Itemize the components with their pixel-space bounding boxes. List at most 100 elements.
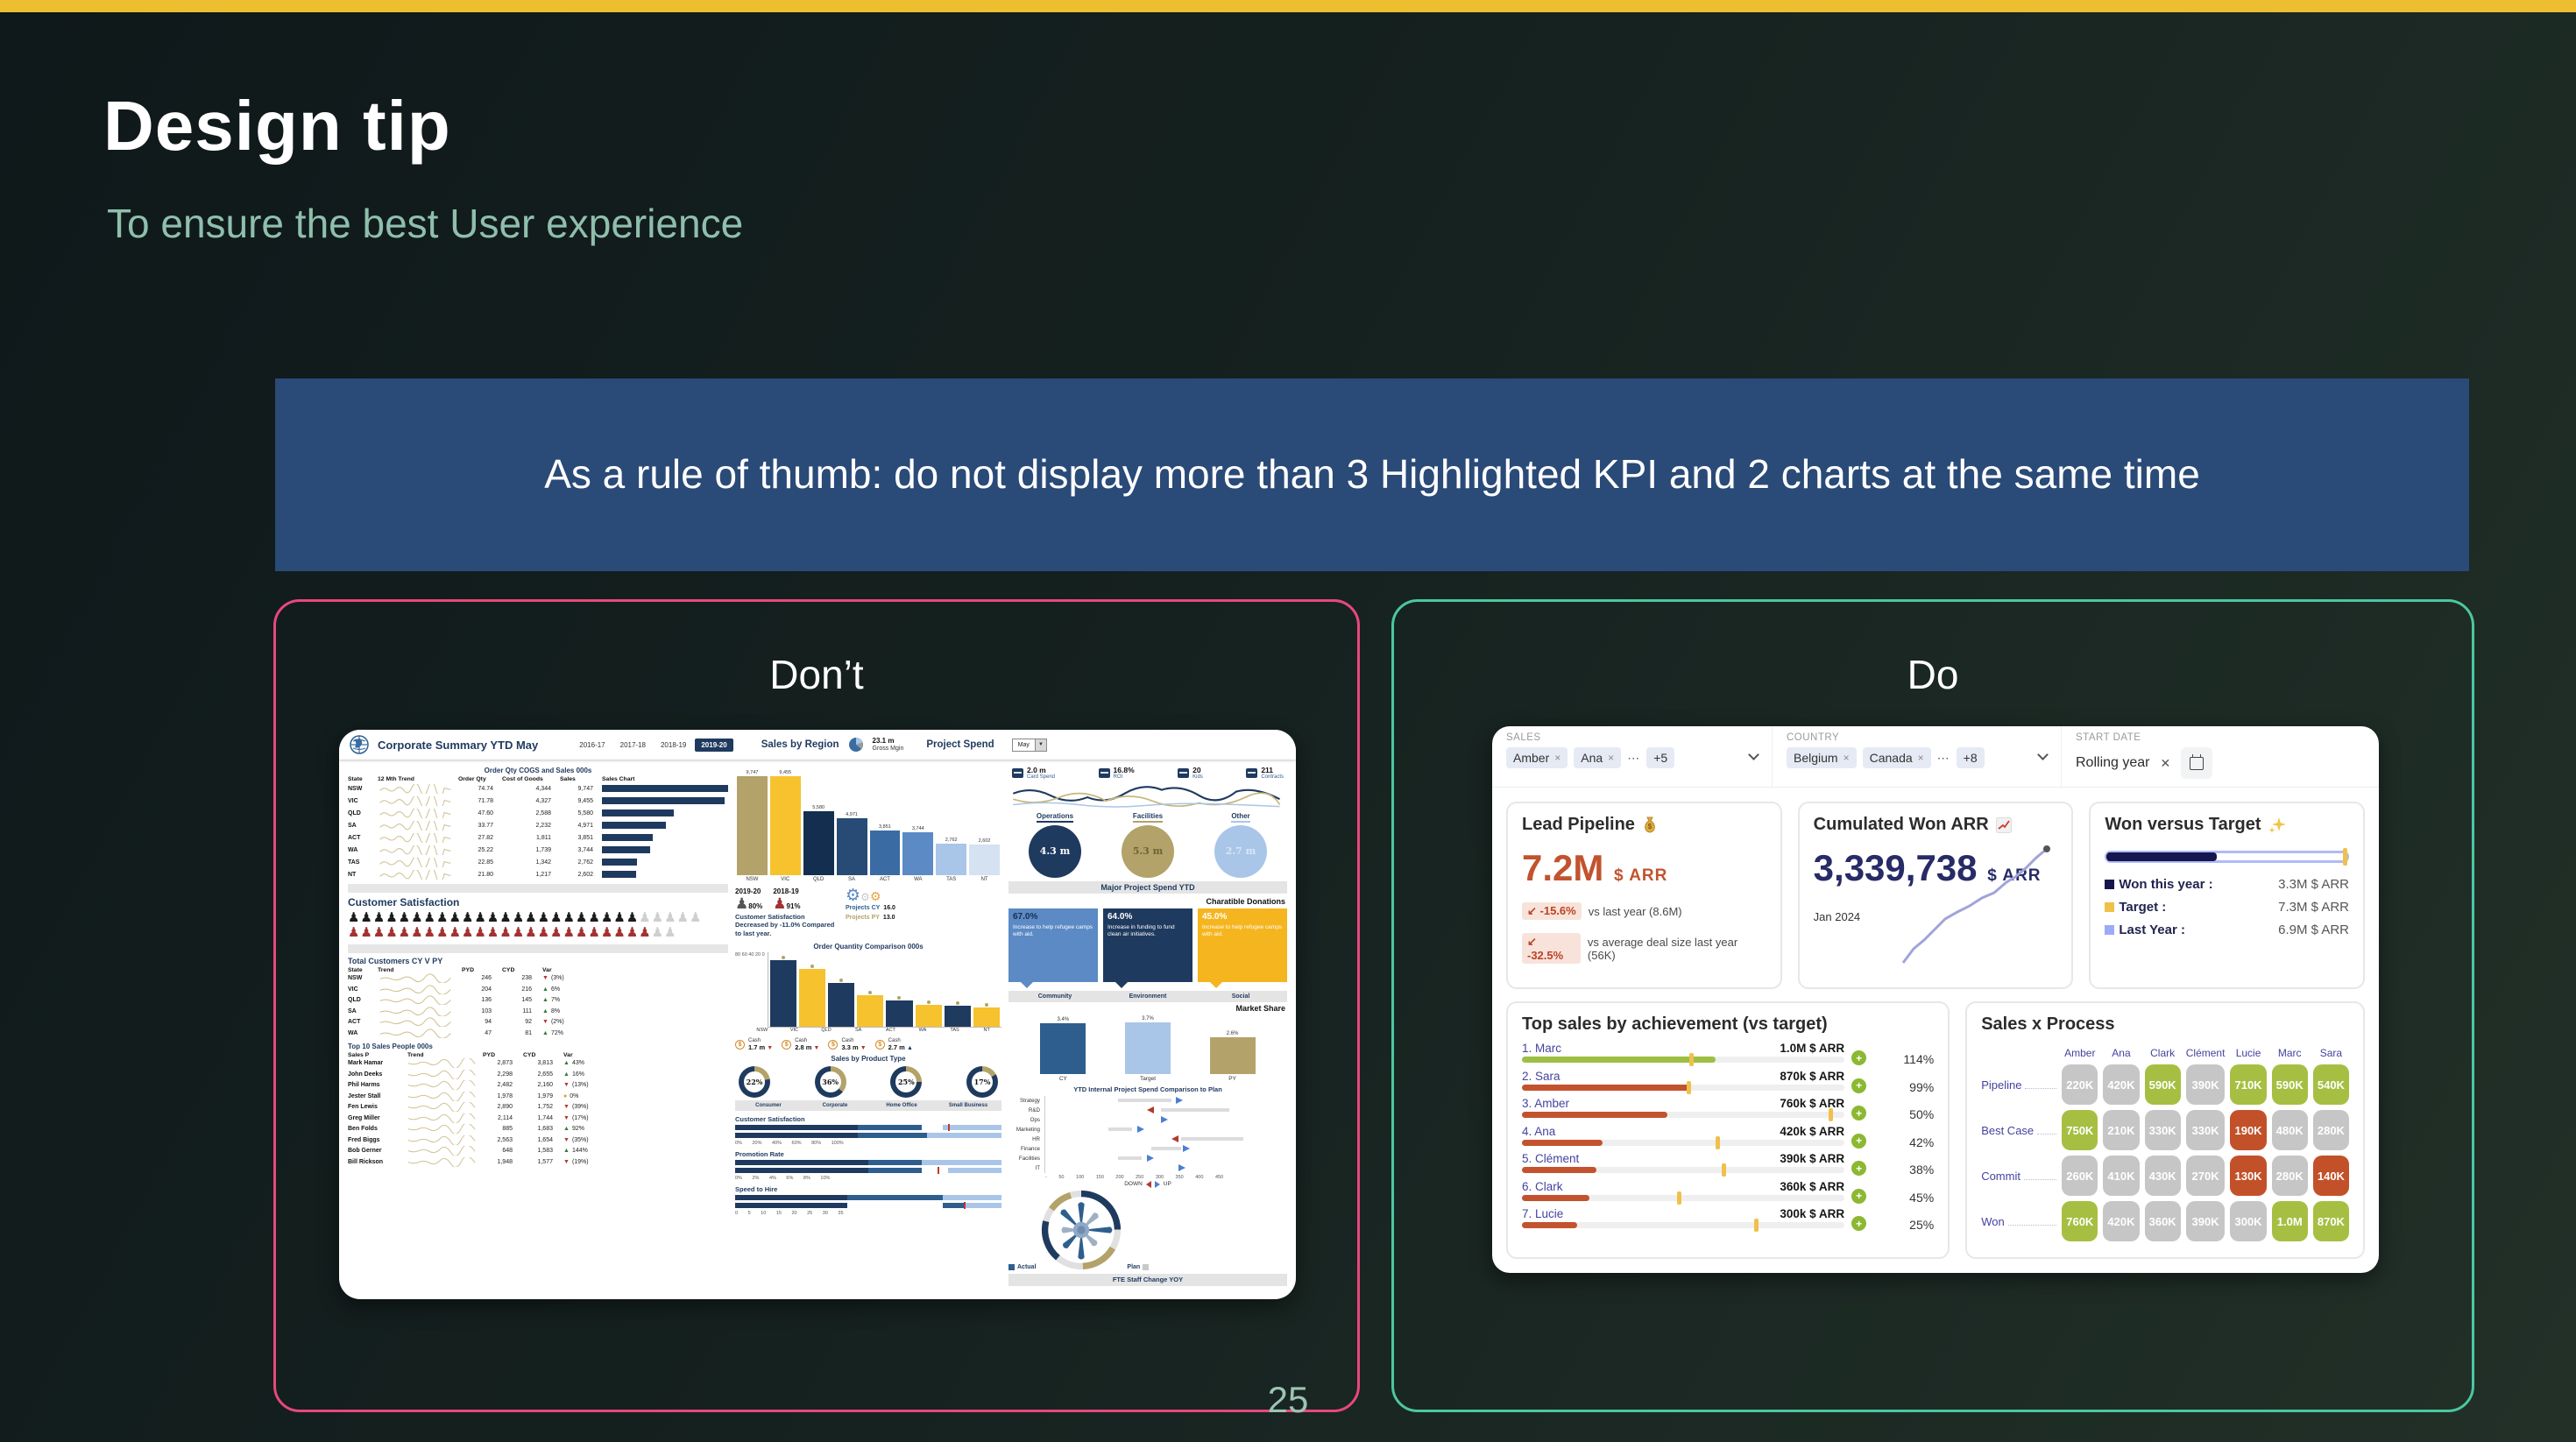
donation-card: 45.0% Increase to help refugee camps wit… (1198, 908, 1287, 988)
year-tab[interactable]: 2017-18 (619, 740, 646, 749)
salesperson-row: 1. Marc 1.0M $ ARR + 114% (1522, 1042, 1934, 1066)
cyd-cell: 1,683 (537, 1126, 553, 1133)
target-legend: Won this year : 3.3M $ ARR Target : 7.3M… (2105, 877, 2349, 937)
table-row: NT 21.80 1,217 2,602 (348, 868, 728, 880)
order-table-header: State 12 Mth Trend Order Qty Cost of Goo… (348, 776, 635, 782)
matrix-cell: 420K (2103, 1201, 2140, 1241)
variance-cell: ▼ (2%) (542, 1019, 591, 1025)
table-row: John Deeks 2,298 2,655 ▲ 16% (348, 1069, 728, 1080)
trend-sparkline (379, 808, 451, 818)
bullet-group-speed: Speed to Hire 0 5 10 15 20 25 30 35 (735, 1185, 1001, 1216)
cash-label: Cash (841, 1038, 854, 1044)
legend-value: 7.3M $ ARR (2278, 900, 2350, 915)
circle-value: 5.3 m (1122, 824, 1174, 878)
matrix-cell: 540K (2312, 1064, 2349, 1105)
legend-value: 6.9M $ ARR (2278, 922, 2350, 937)
dont-dashboard-screenshot: Corporate Summary YTD May 2016-17 2017-18… (339, 730, 1296, 1299)
variance-arrow-icon: ▼ (563, 1114, 570, 1121)
filter-chip[interactable]: Canada × (1862, 747, 1931, 768)
gross-margin-label: Gross Mgin (872, 745, 904, 752)
matrix-cell: 220K (2062, 1064, 2098, 1105)
salesperson-name: 5. Clément (1522, 1152, 1580, 1165)
cash-value: 3.3 m (841, 1043, 859, 1051)
spend-circle: Operations 4.3 m (1029, 812, 1081, 878)
table-row: Mark Hamar 2,873 3,813 ▲ 43% (348, 1058, 728, 1070)
more-chip[interactable]: +5 (1646, 747, 1675, 768)
sales-bar (602, 833, 728, 842)
clear-icon[interactable]: ✕ (2160, 755, 2171, 770)
multi-sparkline (1012, 786, 1281, 808)
date-filter-value: Rolling year (2076, 755, 2150, 770)
cash-icon: $ (874, 1040, 885, 1050)
category-label: IT (1035, 1164, 1041, 1171)
filter-chip[interactable]: Belgium × (1787, 747, 1857, 768)
table-row: Phil Harms 2,482 2,160 ▼ (13%) (348, 1080, 728, 1092)
market-share-bar: 3.4% (1040, 1016, 1086, 1074)
year-tab[interactable]: 2016-17 (579, 740, 605, 749)
matrix-column-header: Marc (2277, 1047, 2302, 1059)
column-bar (973, 952, 1001, 1028)
variance-arrow-icon: ● (563, 1092, 568, 1099)
close-icon[interactable]: × (1843, 752, 1850, 764)
month-dropdown[interactable]: May ▼ (1011, 738, 1047, 752)
bar-axis-label: NT (980, 877, 988, 882)
table-row: SA 103 111 ▲ 8% (348, 1006, 728, 1017)
table-row: Jester Stall 1,978 1,979 ● 0% (348, 1091, 728, 1102)
trend-sparkline (407, 1124, 476, 1135)
more-chip[interactable]: +8 (1956, 747, 1985, 768)
axis-labels: 0 5 10 15 20 25 30 35 (735, 1211, 844, 1217)
filter-chip[interactable]: Amber × (1506, 747, 1568, 768)
state-cell: ACT (348, 1019, 361, 1026)
close-icon[interactable]: × (1917, 752, 1924, 764)
ellipsis: ⋯ (1627, 750, 1641, 765)
mini-kpi: 16.8% ROI (1098, 766, 1135, 781)
state-cell: NSW (348, 785, 363, 792)
legend-swatch (2105, 925, 2115, 935)
salesperson-row: 7. Lucie 300k $ ARR + 25% (1522, 1207, 1934, 1232)
x-axis-labels: - 50 100 150 200 250 300 350 400 450 (1045, 1174, 1224, 1180)
cyd-cell: 1,577 (537, 1158, 553, 1165)
dont-left-column: Order Qty COGS and Sales 000s State 12 M… (348, 767, 728, 1290)
arrow-row: HR (1008, 1134, 1287, 1144)
order-table-title: Order Qty COGS and Sales 000s (484, 767, 592, 774)
sales-by-region-title: Sales by Region (761, 739, 839, 750)
sales-filter[interactable]: SALES Amber × Ana × ⋯ +5 (1492, 726, 1773, 787)
salesperson-name: 7. Lucie (1522, 1207, 1564, 1220)
marker-dot (868, 990, 873, 994)
cogs-cell: 1,811 (536, 834, 551, 841)
donut-pct: 36% (822, 1078, 839, 1087)
trend-sparkline (379, 832, 451, 843)
cyd-cell: 1,752 (537, 1104, 553, 1111)
variance-value: (2%) (550, 1019, 564, 1026)
bar-axis-label: VIC (781, 877, 790, 882)
bar-axis-label: NSW (746, 877, 759, 882)
column-bar: 9,455 VIC (769, 770, 801, 882)
sparkles-icon (2268, 816, 2286, 833)
calendar-button[interactable] (2181, 747, 2213, 779)
date-filter[interactable]: START DATE Rolling year ✕ (2062, 726, 2379, 787)
trend-sparkline (407, 1058, 476, 1069)
money-bag-icon: $ (1645, 816, 1655, 833)
category-label: HR (1032, 1135, 1040, 1142)
close-icon[interactable]: × (1608, 752, 1615, 764)
year-tab[interactable]: 2018-19 (660, 740, 687, 749)
state-cell: VIC (348, 986, 358, 993)
matrix-cell: 260K (2062, 1156, 2098, 1196)
sales-cell: 9,455 (577, 797, 593, 804)
year-tab[interactable]: 2019-20 (695, 738, 733, 752)
legend-swatch (2105, 902, 2115, 912)
svg-text:$: $ (1648, 823, 1652, 831)
dropdown-arrow-icon[interactable]: ▼ (1034, 739, 1046, 751)
country-filter[interactable]: COUNTRY Belgium × Canada × ⋯ +8 (1773, 726, 2062, 787)
target-tick (1686, 1080, 1691, 1094)
variance-value: 144% (571, 1148, 588, 1155)
matrix-cell: 420K (2103, 1064, 2140, 1105)
close-icon[interactable]: × (1554, 752, 1561, 764)
achievement-pct: 50% (1909, 1107, 1935, 1121)
cash-kpi-row: $ Cash 1.7 m ▼ $ Cash (735, 1038, 1001, 1051)
salesperson-name: 2. Sara (1522, 1069, 1560, 1083)
lead-pipeline-title: Lead Pipeline (1522, 815, 1635, 834)
filter-chip[interactable]: Ana × (1574, 747, 1622, 768)
top-accent-bar (0, 0, 2576, 12)
